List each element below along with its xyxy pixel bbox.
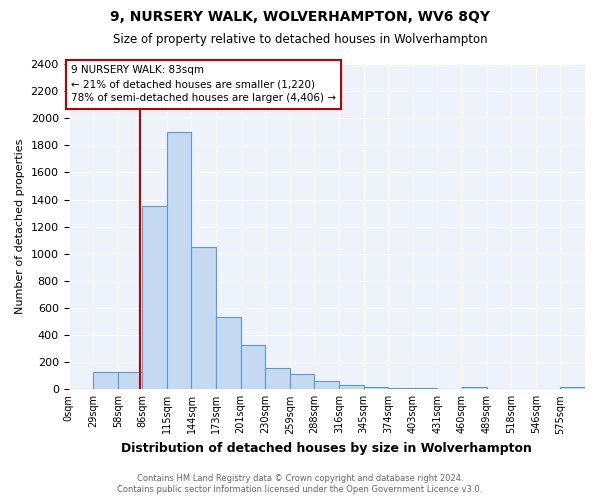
Bar <box>290 374 314 390</box>
Bar <box>560 388 585 390</box>
Bar <box>118 372 142 390</box>
Bar <box>339 385 364 390</box>
Bar <box>388 388 413 390</box>
Bar <box>191 247 216 390</box>
Bar <box>462 388 487 390</box>
Y-axis label: Number of detached properties: Number of detached properties <box>15 139 25 314</box>
Bar <box>167 132 191 390</box>
Bar <box>93 372 118 390</box>
Bar <box>216 317 241 390</box>
Bar <box>241 344 265 390</box>
Text: Size of property relative to detached houses in Wolverhampton: Size of property relative to detached ho… <box>113 32 487 46</box>
Bar <box>68 388 93 390</box>
Bar <box>511 388 536 390</box>
Bar <box>265 368 290 390</box>
Text: Contains HM Land Registry data © Crown copyright and database right 2024.
Contai: Contains HM Land Registry data © Crown c… <box>118 474 482 494</box>
Bar <box>413 388 437 390</box>
Text: 9, NURSERY WALK, WOLVERHAMPTON, WV6 8QY: 9, NURSERY WALK, WOLVERHAMPTON, WV6 8QY <box>110 10 490 24</box>
X-axis label: Distribution of detached houses by size in Wolverhampton: Distribution of detached houses by size … <box>121 442 532 455</box>
Bar <box>364 388 388 390</box>
Text: 9 NURSERY WALK: 83sqm
← 21% of detached houses are smaller (1,220)
78% of semi-d: 9 NURSERY WALK: 83sqm ← 21% of detached … <box>71 66 336 104</box>
Bar <box>142 206 167 390</box>
Bar <box>314 381 339 390</box>
